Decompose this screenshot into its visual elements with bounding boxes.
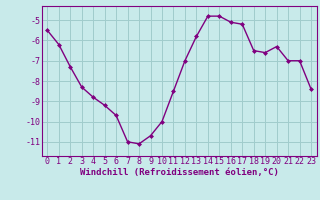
X-axis label: Windchill (Refroidissement éolien,°C): Windchill (Refroidissement éolien,°C) — [80, 168, 279, 177]
